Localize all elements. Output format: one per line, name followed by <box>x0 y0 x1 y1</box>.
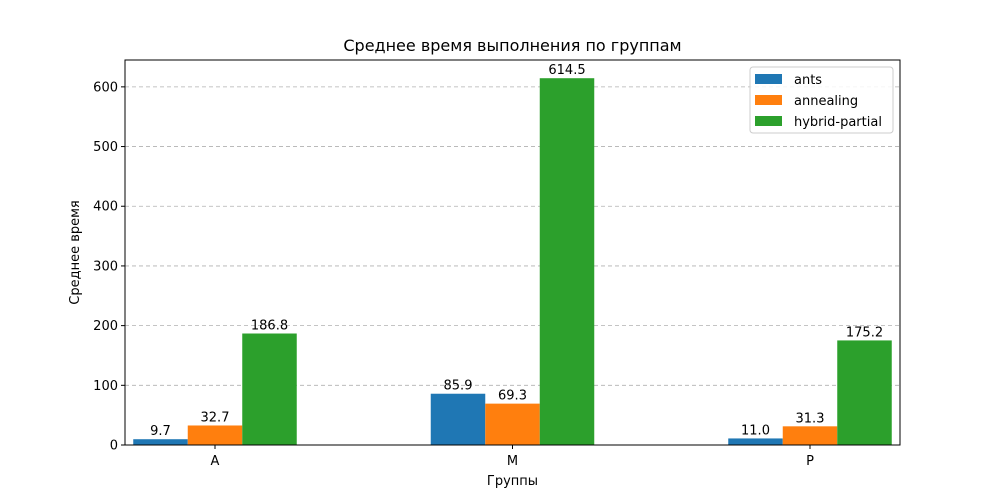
legend-entry: ants <box>794 73 822 88</box>
legend-swatch <box>755 116 782 126</box>
bar-annealing <box>187 425 243 445</box>
y-axis-ticks: 0 100 200 300 400 500 600 <box>93 80 125 454</box>
legend-entry: hybrid-partial <box>794 115 882 130</box>
y-axis-label: Среднее время <box>68 200 83 304</box>
bar-ants <box>430 393 486 445</box>
y-tick-label: 400 <box>93 200 118 215</box>
chart-title: Среднее время выполнения по группам <box>343 36 681 55</box>
bar-annealing <box>485 403 540 445</box>
x-axis-label: Группы <box>487 474 538 489</box>
y-tick-label: 200 <box>93 319 118 334</box>
y-tick-label: 600 <box>93 80 118 95</box>
x-tick-label: P <box>806 454 814 469</box>
y-tick-label: 0 <box>110 439 118 454</box>
data-label: 186.8 <box>251 318 288 333</box>
x-tick-label: M <box>507 454 518 469</box>
data-label: 175.2 <box>846 325 883 340</box>
data-label: 11.0 <box>741 423 770 438</box>
x-tick-label: A <box>211 454 220 469</box>
data-labels: 9.7 85.9 11.0 32.7 69.3 31.3 186.8 614.5 175.2 <box>150 63 883 439</box>
bar-hybrid-partial <box>539 78 595 445</box>
legend: ants annealing hybrid-partial <box>749 66 894 134</box>
bar-annealing <box>782 426 838 445</box>
y-tick-label: 300 <box>93 259 118 274</box>
data-label: 614.5 <box>548 63 585 78</box>
bar-hybrid-partial <box>837 340 892 445</box>
bar-hybrid-partial <box>242 333 297 445</box>
data-label: 9.7 <box>150 424 171 439</box>
grid-lines <box>125 86 900 386</box>
y-tick-label: 100 <box>93 379 118 394</box>
data-label: 32.7 <box>201 410 230 425</box>
bar-ants <box>728 438 783 445</box>
legend-entry: annealing <box>794 94 858 109</box>
bar-ants <box>133 439 188 445</box>
legend-swatch <box>755 74 782 84</box>
bars <box>133 78 892 445</box>
y-tick-label: 500 <box>93 140 118 155</box>
legend-swatch <box>755 95 782 105</box>
legend-box <box>749 66 894 134</box>
data-label: 31.3 <box>796 411 825 426</box>
data-label: 85.9 <box>444 379 473 394</box>
data-label: 69.3 <box>498 389 527 404</box>
